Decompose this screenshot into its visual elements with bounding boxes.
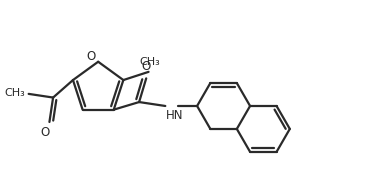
Text: HN: HN: [166, 109, 184, 122]
Text: O: O: [142, 60, 151, 73]
Text: CH₃: CH₃: [139, 57, 160, 68]
Text: O: O: [40, 125, 50, 139]
Text: CH₃: CH₃: [5, 88, 25, 98]
Text: O: O: [86, 50, 96, 63]
